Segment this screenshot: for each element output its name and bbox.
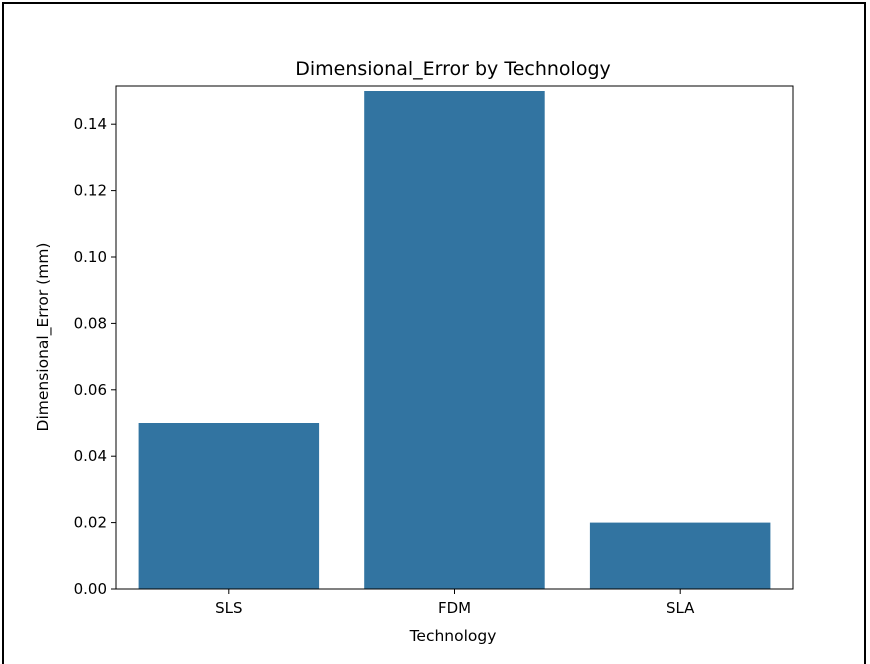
y-tick-label: 0.12 bbox=[74, 182, 107, 200]
y-axis: 0.00 0.02 0.04 0.06 0.08 0.10 0.12 0.14 bbox=[74, 115, 116, 598]
bar-sls bbox=[138, 423, 320, 589]
x-axis-label: Technology bbox=[409, 627, 497, 645]
x-axis: SLS FDM SLA bbox=[215, 589, 695, 617]
bar-sla bbox=[589, 522, 771, 589]
chart-title: Dimensional_Error by Technology bbox=[295, 58, 611, 80]
bar-fdm bbox=[364, 91, 545, 589]
y-axis-label: Dimensional_Error (mm) bbox=[34, 243, 53, 432]
x-tick-label-sls: SLS bbox=[215, 599, 242, 617]
y-tick-label: 0.04 bbox=[74, 447, 107, 465]
x-tick-label-fdm: FDM bbox=[438, 599, 471, 617]
x-tick-label-sla: SLA bbox=[666, 599, 695, 617]
y-tick-label: 0.06 bbox=[74, 381, 107, 399]
y-tick-label: 0.14 bbox=[74, 115, 107, 133]
y-tick-label: 0.02 bbox=[74, 514, 107, 532]
bars-group bbox=[138, 91, 771, 589]
y-tick-label: 0.08 bbox=[74, 314, 107, 332]
y-tick-label: 0.00 bbox=[74, 580, 107, 598]
y-tick-label: 0.10 bbox=[74, 248, 107, 266]
